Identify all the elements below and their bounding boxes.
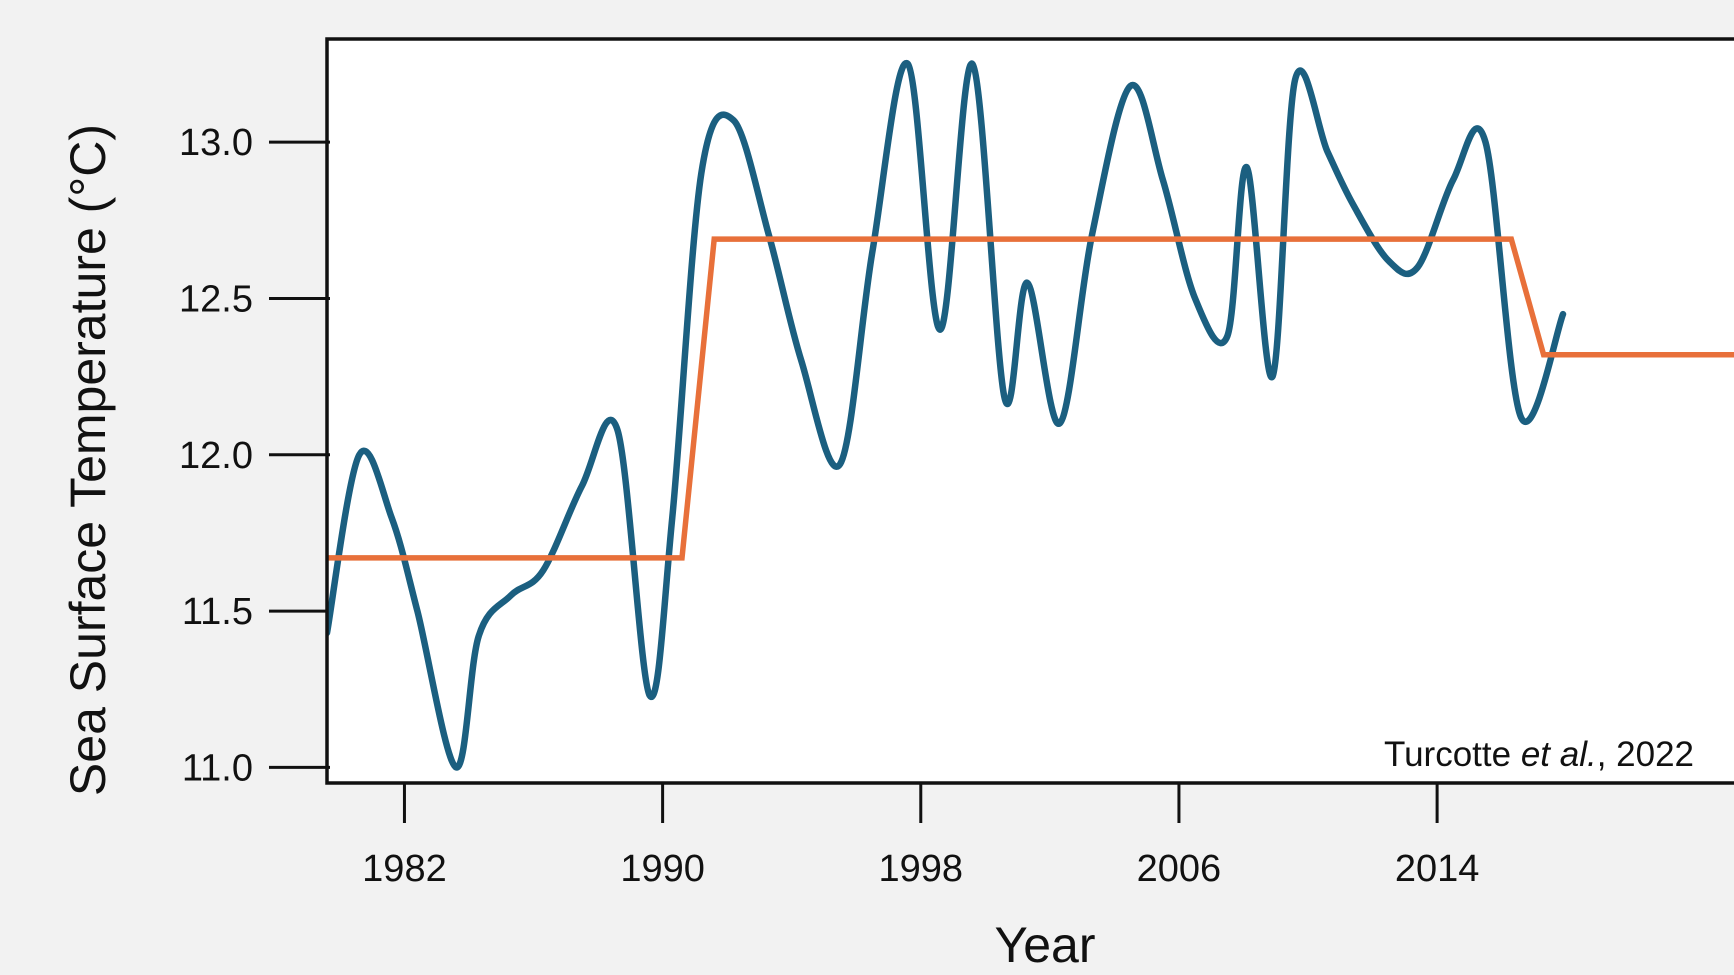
x-axis-title: Year [994,917,1095,970]
plot-frame [325,37,1734,785]
x-tick-label: 1998 [879,848,964,890]
x-tick-label: 2006 [1137,848,1222,890]
x-tick-label: 2014 [1395,848,1480,890]
series-regime-mean [327,236,1734,561]
credit-etal: et al. [1521,735,1597,774]
y-tick-label: 11.5 [182,591,253,633]
y-tick-label: 12.5 [179,278,253,320]
y-tick-label: 12.0 [179,435,253,477]
credit-year: , 2022 [1597,735,1694,774]
plot-area [327,39,1734,783]
series-sst-line [327,60,1567,771]
x-tick-label: 1982 [362,848,447,890]
y-tick-label: 13.0 [179,122,253,164]
y-tick-label: 11.0 [182,747,253,789]
y-axis-title: Sea Surface Temperature (°C) [60,124,116,796]
source-credit: Turcotte et al., 2022 [1384,735,1694,774]
x-tick-label: 1990 [620,848,705,890]
credit-authors: Turcotte [1384,735,1521,774]
